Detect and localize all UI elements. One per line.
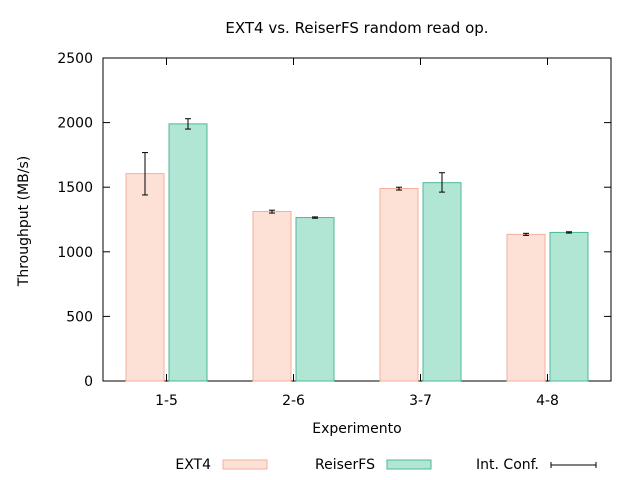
legend-label-conf-int: Int. Conf.	[476, 457, 539, 473]
bar-ext4-3-7	[379, 187, 419, 382]
legend-swatch-ext4	[222, 459, 268, 470]
chart-title: EXT4 vs. ReiserFS random read op.	[225, 19, 488, 37]
y-tick-label: 2000	[57, 116, 93, 132]
bar-reiserfs-4-8	[549, 231, 589, 382]
bar-ext4-4-8	[506, 233, 546, 382]
legend: EXT4 ReiserFS Int. Conf.	[175, 457, 597, 473]
y-tick-label: 1500	[57, 180, 93, 196]
y-tick-label: 2500	[57, 51, 93, 67]
x-axis-label: Experimento	[312, 421, 401, 437]
bar-reiserfs-2-6	[295, 217, 335, 382]
bar-ext4-1-5	[125, 173, 165, 382]
legend-swatch-reiserfs	[386, 459, 432, 470]
bar-reiserfs-3-7	[422, 182, 462, 382]
x-tick-label: 4-8	[536, 393, 559, 409]
y-tick-label: 1000	[57, 245, 93, 261]
plot-area: 0 500 1000 1500 2000 2500 1-5 2-6 3-7 4-8	[57, 51, 612, 409]
legend-label-reiserfs: ReiserFS	[315, 457, 375, 473]
y-axis-label: Throughput (MB/s)	[16, 156, 32, 287]
x-tick-label: 2-6	[282, 393, 305, 409]
bar-ext4-2-6	[252, 210, 292, 382]
y-tick-label: 500	[66, 309, 93, 325]
plot-frame	[102, 57, 612, 382]
y-tick-label: 0	[84, 374, 93, 390]
legend-label-ext4: EXT4	[175, 457, 211, 473]
x-tick-label: 1-5	[155, 393, 178, 409]
x-tick-label: 3-7	[409, 393, 432, 409]
bar-reiserfs-1-5	[168, 123, 208, 382]
